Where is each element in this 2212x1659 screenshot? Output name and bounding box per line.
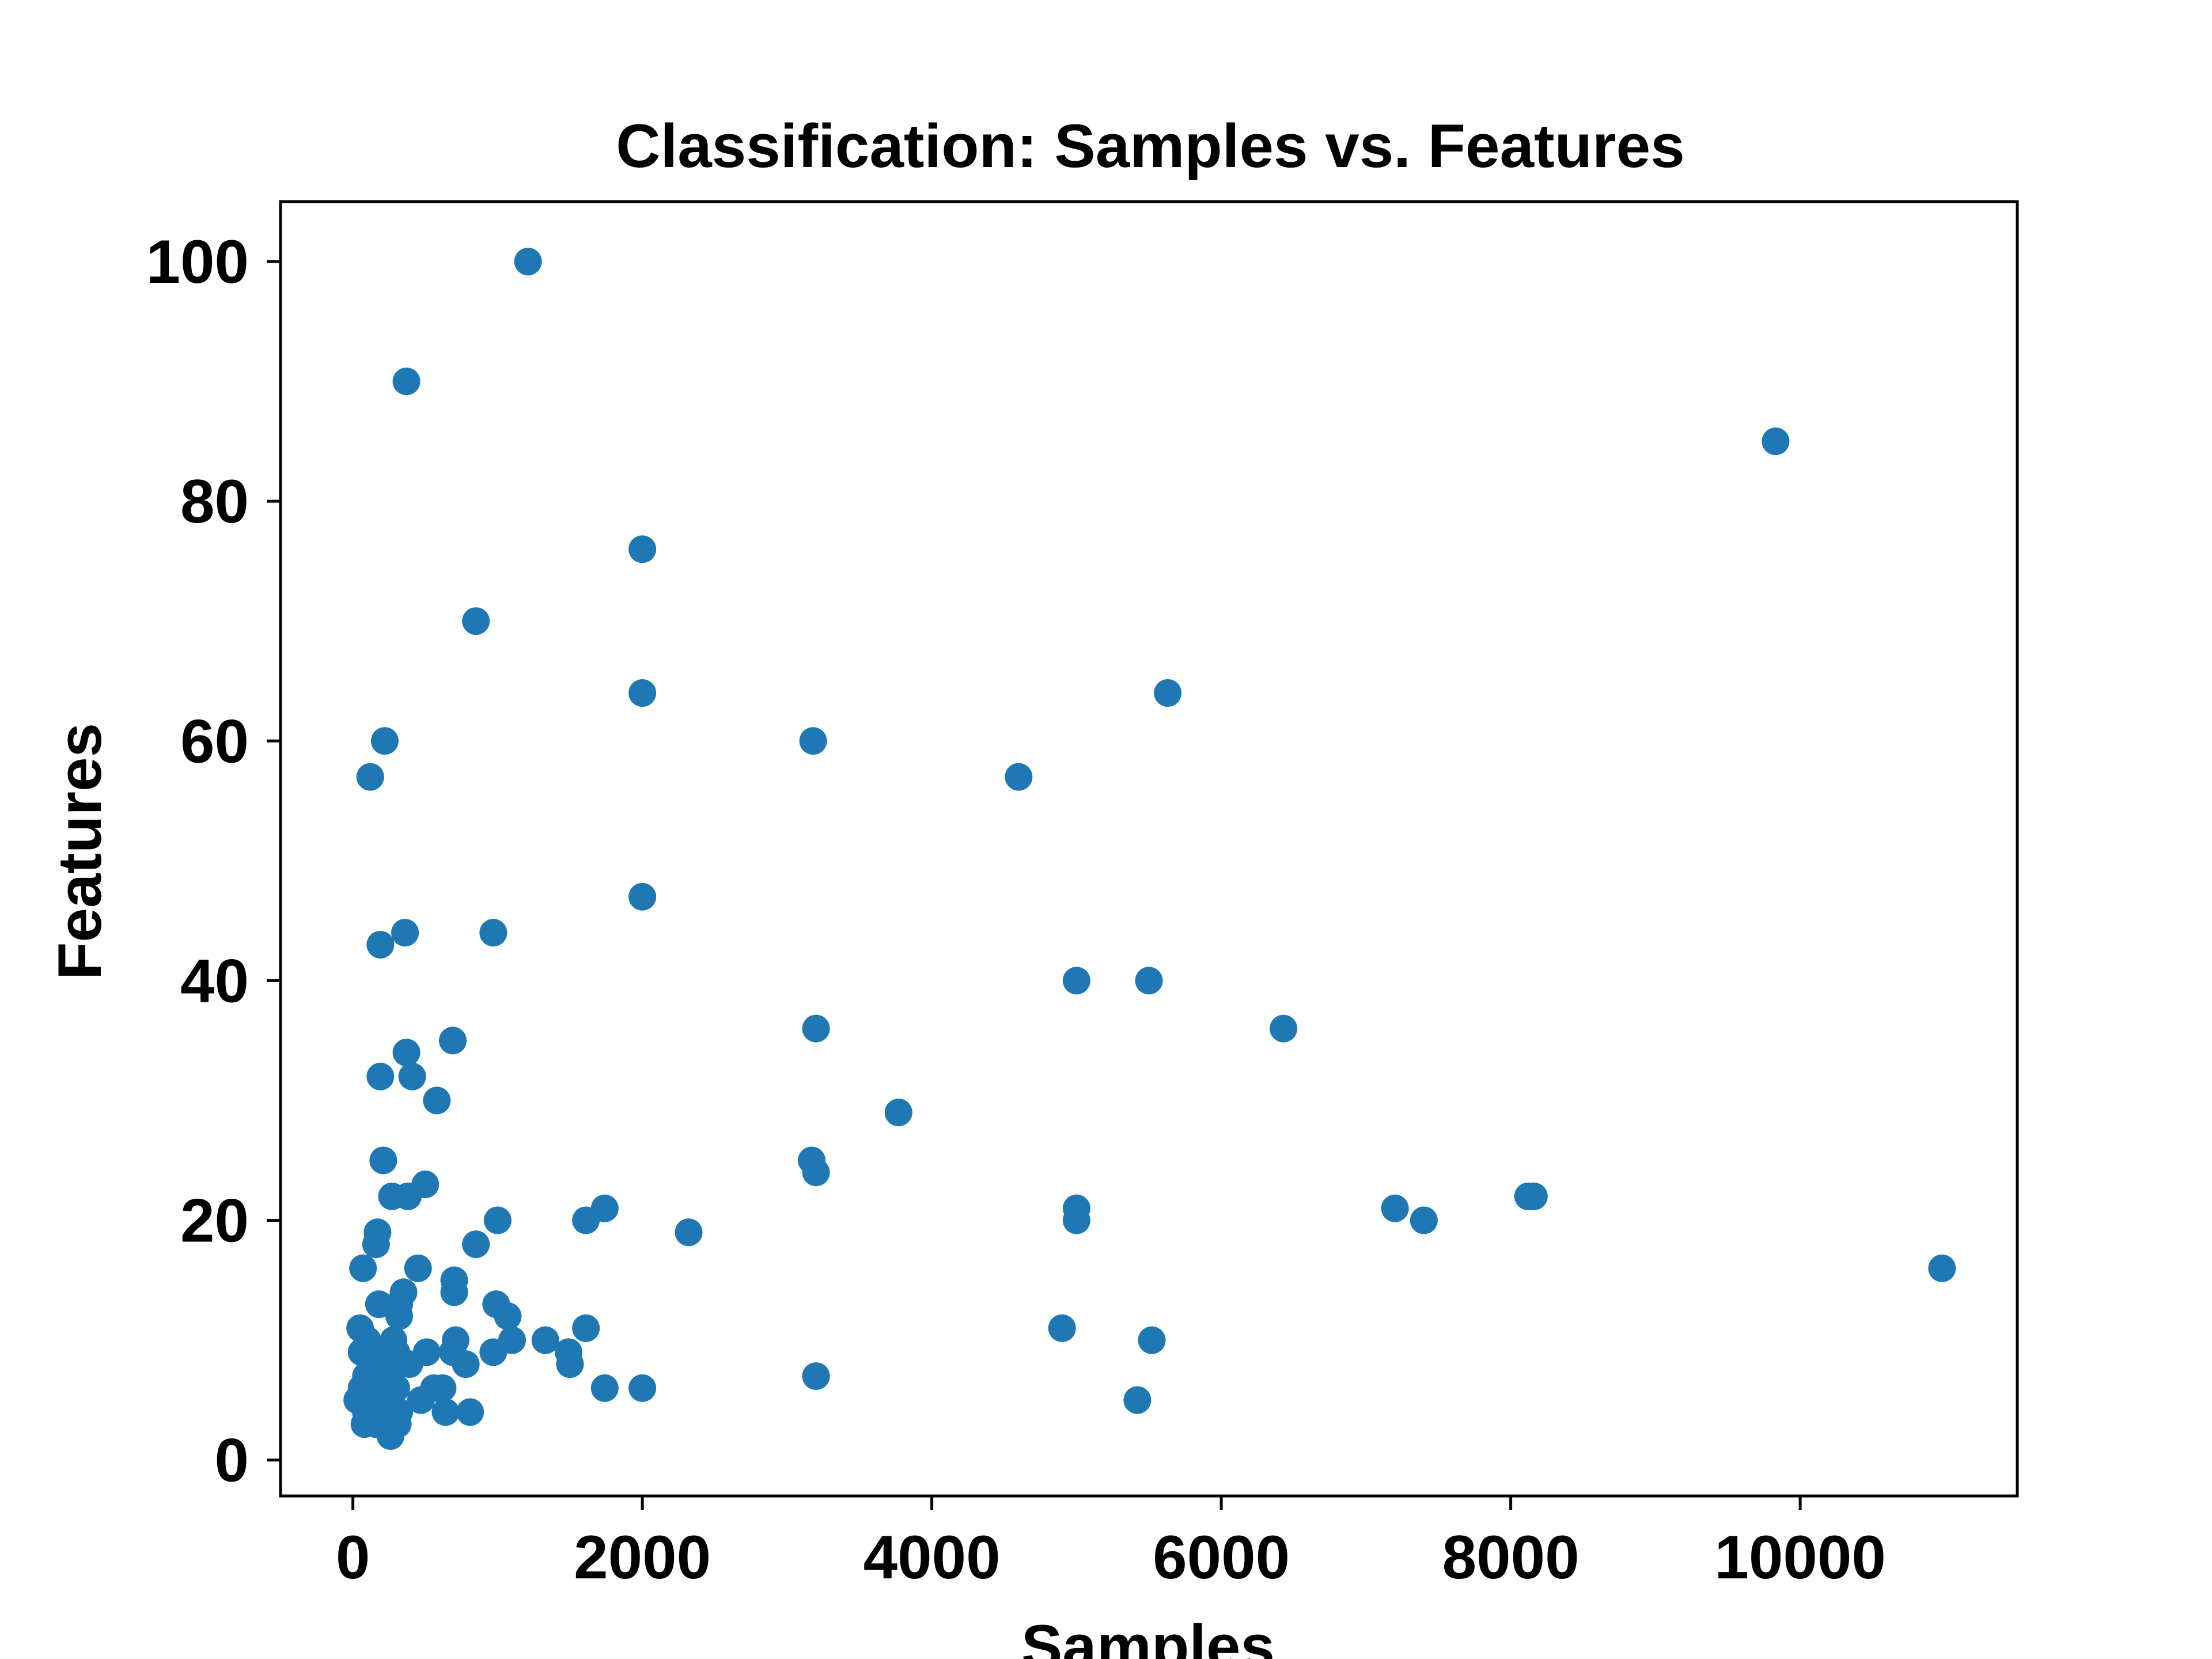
- data-point: [362, 1230, 390, 1259]
- data-point: [572, 1314, 600, 1342]
- data-point: [395, 1350, 423, 1378]
- data-point: [1928, 1254, 1956, 1282]
- data-point: [675, 1218, 703, 1247]
- data-point: [365, 1290, 393, 1319]
- data-point: [366, 1062, 395, 1090]
- data-point: [1410, 1206, 1438, 1234]
- data-point: [440, 1278, 468, 1306]
- data-point: [572, 1206, 600, 1234]
- data-point: [456, 1398, 484, 1426]
- data-point: [556, 1350, 584, 1378]
- data-point: [1062, 967, 1090, 995]
- data-point: [628, 882, 657, 911]
- x-tick-label: 2000: [574, 1522, 711, 1592]
- data-points: [343, 248, 1956, 1450]
- data-point: [1270, 1014, 1298, 1043]
- data-point: [1048, 1314, 1076, 1342]
- x-axis: 0 2000 4000 6000 8000 10000: [336, 1496, 1886, 1592]
- data-point: [479, 919, 507, 947]
- plot-frame: [279, 200, 2019, 1498]
- data-point: [392, 1039, 421, 1067]
- data-point: [1123, 1386, 1152, 1414]
- data-point: [366, 930, 395, 959]
- data-point: [479, 1338, 507, 1366]
- data-point: [514, 248, 542, 276]
- data-point: [531, 1326, 559, 1354]
- data-point: [802, 1158, 830, 1187]
- data-point: [392, 368, 421, 396]
- data-point: [628, 1374, 657, 1402]
- data-point: [394, 1182, 422, 1210]
- data-point: [1005, 763, 1033, 791]
- data-point: [391, 919, 419, 947]
- x-tick-label: 10000: [1714, 1522, 1886, 1592]
- data-point: [1381, 1194, 1409, 1222]
- chart-title: Classification: Samples vs. Features: [616, 111, 1684, 180]
- data-point: [1154, 679, 1182, 707]
- y-tick-label: 40: [180, 946, 249, 1015]
- data-point: [1138, 1326, 1166, 1354]
- data-point: [349, 1254, 377, 1282]
- data-point: [462, 1230, 490, 1259]
- data-point: [1520, 1182, 1548, 1210]
- y-tick-label: 80: [180, 467, 249, 536]
- data-point: [494, 1302, 522, 1330]
- data-point: [423, 1086, 451, 1115]
- data-point: [628, 535, 657, 563]
- data-point: [1135, 967, 1163, 995]
- data-point: [404, 1254, 432, 1282]
- x-axis-label: Samples: [1021, 1612, 1275, 1659]
- data-point: [1062, 1206, 1090, 1234]
- y-axis-label: Features: [45, 723, 114, 980]
- data-point: [1762, 427, 1790, 456]
- data-point: [802, 1362, 830, 1390]
- x-tick-label: 8000: [1442, 1522, 1580, 1592]
- data-point: [438, 1027, 467, 1055]
- y-tick-label: 20: [180, 1185, 249, 1255]
- data-point: [628, 679, 657, 707]
- data-point: [452, 1350, 480, 1378]
- data-point: [407, 1386, 435, 1414]
- x-tick-label: 0: [336, 1522, 370, 1592]
- data-point: [369, 1146, 397, 1175]
- data-point: [884, 1099, 912, 1127]
- data-point: [462, 607, 490, 635]
- x-tick-label: 6000: [1153, 1522, 1290, 1592]
- data-point: [483, 1206, 512, 1234]
- data-point: [590, 1374, 619, 1402]
- data-point: [376, 1422, 404, 1450]
- y-tick-label: 100: [146, 227, 249, 296]
- data-point: [431, 1398, 460, 1426]
- data-point: [356, 763, 384, 791]
- data-point: [370, 727, 399, 755]
- y-axis: 0 20 40 60 80 100: [146, 227, 281, 1495]
- data-point: [398, 1062, 426, 1090]
- y-tick-label: 60: [180, 706, 249, 775]
- data-point: [385, 1302, 414, 1330]
- data-point: [799, 727, 827, 755]
- x-tick-label: 4000: [863, 1522, 1001, 1592]
- y-tick-label: 0: [214, 1426, 249, 1495]
- data-point: [802, 1014, 830, 1043]
- data-point: [429, 1374, 457, 1402]
